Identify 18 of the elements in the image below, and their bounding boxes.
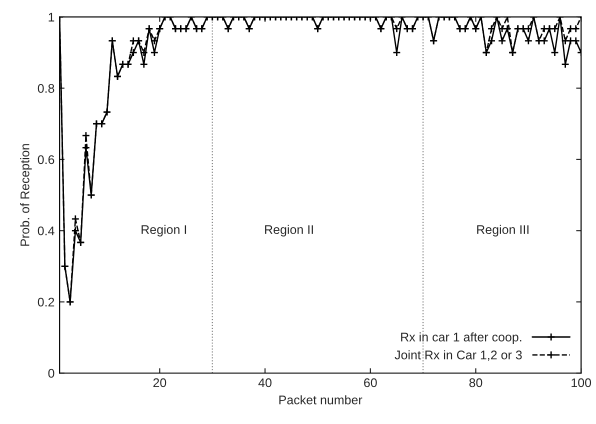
y-tick-label: 0.8 [38,84,54,93]
x-tick-label: 20 [153,378,166,388]
x-tick-label: 40 [258,378,272,388]
legend-label: Rx in car 1 after coop. [401,332,522,344]
y-tick-label: 0.6 [38,155,54,164]
x-tick-label: 80 [469,378,482,388]
annotation: Region III [477,224,528,236]
x-axis-title: Packet number [279,395,362,404]
y-tick-label: 0 [48,368,54,378]
legend-label: Joint Rx in Car 1,2 or 3 [394,350,522,361]
x-tick-label: 60 [364,378,377,388]
y-tick-label: 0.2 [38,298,54,307]
y-tick-label: 1 [48,12,54,22]
annotation: Region II [265,224,313,236]
x-tick-label: 100 [572,378,592,388]
y-axis-title: Prob. of Reception [20,144,32,246]
y-tick-label: 0.4 [38,226,54,236]
annotation: Region I [142,224,186,236]
